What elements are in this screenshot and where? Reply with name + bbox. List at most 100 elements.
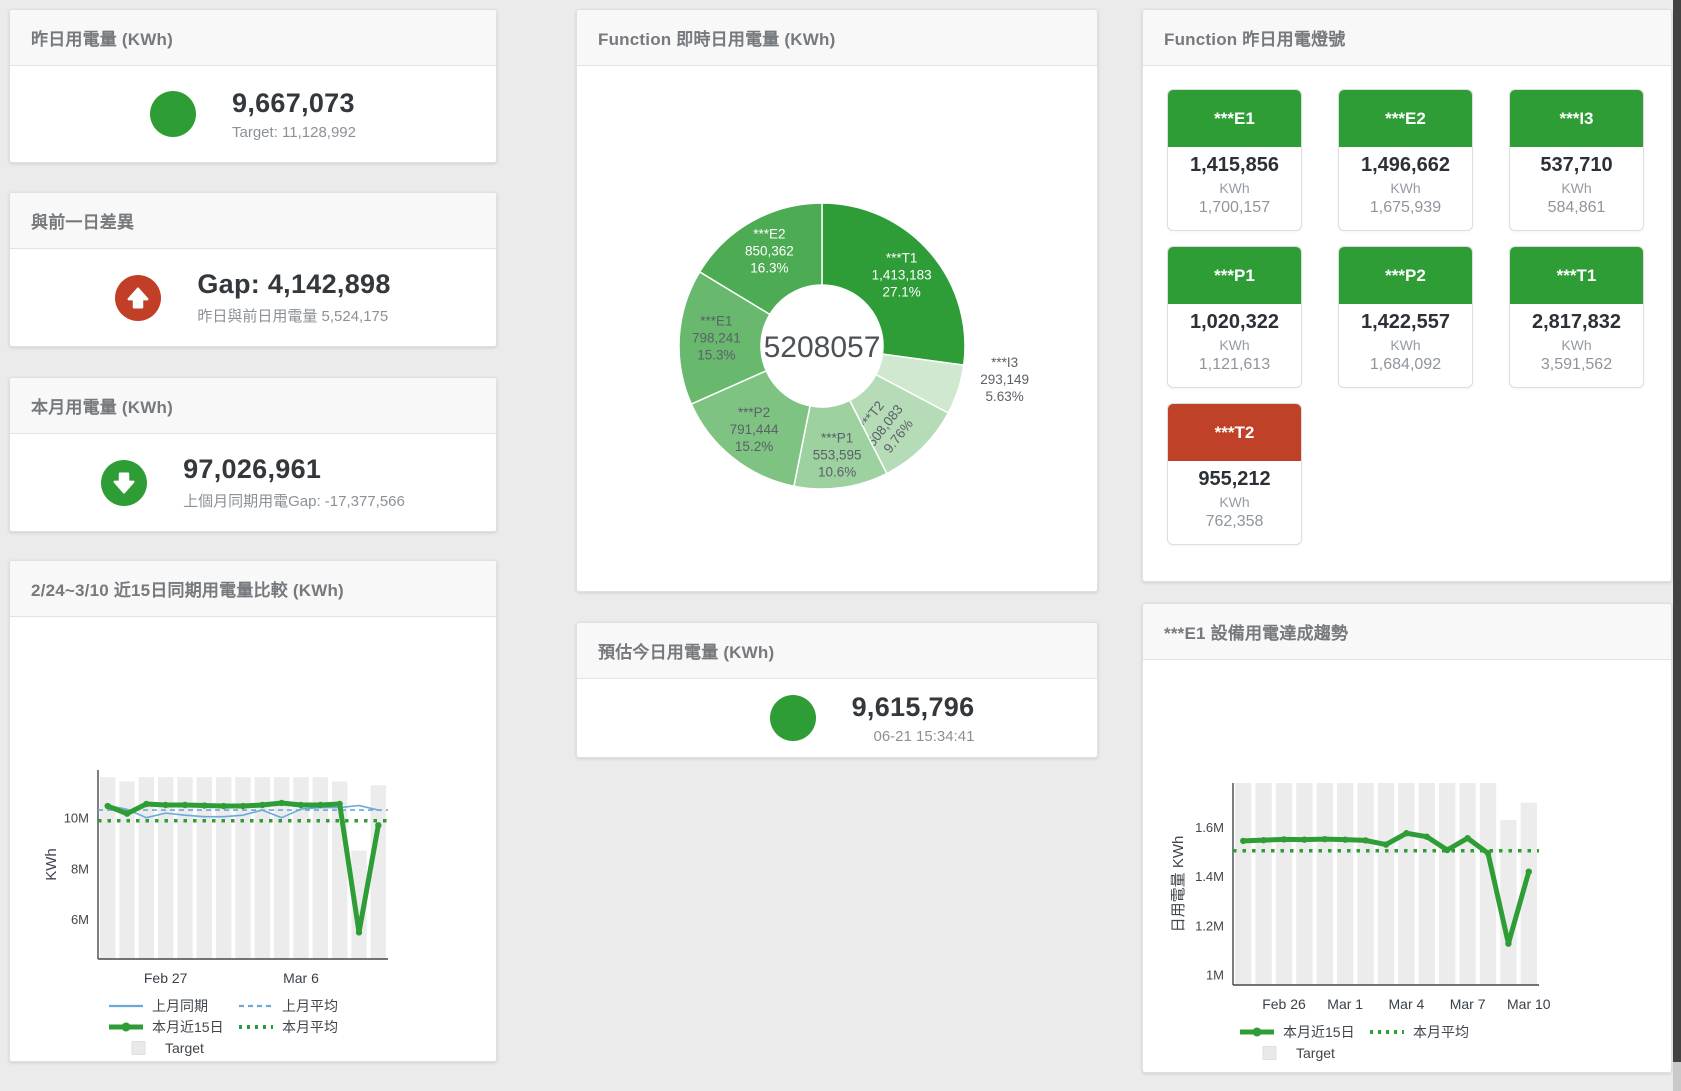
donut-slice-T1[interactable]: [821, 202, 966, 366]
y-tick-label: 1.2M: [1195, 918, 1224, 933]
tile-value: 955,212: [1198, 468, 1271, 490]
panel-title: 與前一日差異: [31, 213, 135, 232]
tile-body: 2,817,832 KWh 3,591,562: [1510, 304, 1643, 374]
legend-item-本月近15日[interactable]: 本月近15日: [108, 1017, 238, 1037]
trend-chart[interactable]: 1M 1.2M 1.4M 1.6M 日用電量 KWh Feb 26 Mar 1 Mar 4 Ma…: [1153, 777, 1583, 1023]
tile-target-value: 584,861: [1547, 199, 1606, 216]
panel-estimate-header: 預估今日用電量 (KWh): [577, 623, 1097, 679]
donut-center-total: 5208057: [764, 331, 881, 364]
target-bar: [1459, 783, 1476, 985]
panel-diff: 與前一日差異 Gap: 4,142,898 昨日與前日用電量 5,524,175: [9, 192, 497, 347]
target-bar: [312, 777, 329, 959]
tile-body: 955,212 KWh 762,358: [1168, 461, 1301, 531]
tile-value: 1,422,557: [1361, 311, 1450, 333]
gap-value: Gap: 4,142,898: [197, 269, 391, 299]
series-point: [259, 801, 266, 809]
tile-status-header: ***E2: [1339, 90, 1472, 147]
tile-body: 537,710 KWh 584,861: [1510, 147, 1643, 217]
y-axis-label: 日用電量 KWh: [1170, 836, 1187, 933]
x-tick-label: Mar 7: [1450, 996, 1486, 1012]
compare-legend: 上月同期 上月平均本月近15日 本月平均 Target: [10, 995, 496, 1058]
target-bar: [273, 777, 290, 959]
status-circle-icon: [150, 91, 196, 137]
tile-status-header: ***E1: [1168, 90, 1301, 147]
target-bar: [1296, 783, 1313, 985]
yesterday-target: Target: 11,128,992: [232, 123, 356, 141]
target-bar: [1479, 783, 1497, 985]
target-bar: [293, 777, 309, 959]
tile-target-value: 3,591,562: [1540, 356, 1613, 373]
y-tick-label: 8M: [71, 861, 89, 876]
donut-slice-label: ***P1 553,595 10.6%: [813, 431, 862, 480]
legend-item-上月同期[interactable]: 上月同期: [108, 996, 238, 1016]
series-point: [1240, 837, 1247, 845]
series-point: [162, 801, 169, 809]
legend-label: 本月平均: [1413, 1023, 1469, 1040]
series-point: [181, 801, 189, 809]
tile-T1: ***T1 2,817,832 KWh 3,591,562: [1509, 246, 1644, 388]
panel-title: 本月用電量 (KWh): [31, 398, 173, 417]
legend-label: Target: [165, 1039, 204, 1056]
tile-status-header: ***T2: [1168, 404, 1301, 461]
panel-compare-header: 2/24~3/10 近15日同期用電量比較 (KWh): [10, 561, 496, 617]
panel-compare: 2/24~3/10 近15日同期用電量比較 (KWh) 6M 8M 10M KWh Fe…: [9, 560, 497, 1062]
legend-row: Target: [1239, 1042, 1671, 1063]
target-bar: [1418, 783, 1435, 985]
tile-unit: KWh: [1561, 180, 1592, 196]
target-bar: [1235, 783, 1252, 985]
target-bar: [99, 777, 116, 959]
donut-slice-E2[interactable]: [698, 202, 823, 316]
x-tick-label: Mar 6: [283, 970, 319, 986]
legend-row: 本月近15日 本月平均: [108, 1016, 496, 1037]
tile-value: 1,415,856: [1190, 154, 1279, 176]
series-point: [297, 801, 305, 809]
series-point: [1444, 846, 1451, 854]
target-bar: [1275, 783, 1293, 985]
legend-item-本月平均[interactable]: 本月平均: [238, 1017, 368, 1037]
legend-item-本月近15日[interactable]: 本月近15日: [1239, 1022, 1369, 1042]
tile-target-value: 1,121,613: [1198, 356, 1271, 373]
tile-value: 1,496,662: [1361, 154, 1450, 176]
series-point: [1505, 940, 1512, 947]
x-tick-label: Feb 26: [1262, 996, 1306, 1012]
target-bar: [119, 781, 135, 959]
donut-slice-label: ***E1 798,241 15.3%: [692, 313, 741, 362]
donut-body: ***T1 1,413,183 27.1% ***I3 293,149 5.63% ***T…: [577, 66, 1097, 576]
series-point: [1362, 837, 1369, 844]
donut-slice-label: ***I3 293,149 5.63%: [980, 355, 1029, 404]
panel-donut: Function 即時日用電量 (KWh) ***T1 1,413,183 27.1…: [576, 9, 1098, 592]
scrollbar[interactable]: [1673, 0, 1681, 1091]
donut-chart[interactable]: ***T1 1,413,183 27.1%***I3 293,149 5.63%***T…: [577, 66, 1099, 571]
y-tick-label: 1.4M: [1195, 869, 1224, 884]
series-point: [239, 802, 247, 810]
tile-status-header: ***P2: [1339, 247, 1472, 304]
x-tick-label: Feb 27: [144, 970, 188, 986]
compare-chart-block: 6M 8M 10M KWh Feb 27 Mar 6 上月同期 上月平均 本月近15日 本月平均…: [10, 617, 496, 1058]
legend-item-Target[interactable]: Target: [108, 1040, 238, 1056]
series-point: [104, 802, 111, 810]
target-bar: [1255, 783, 1272, 985]
tile-P1: ***P1 1,020,322 KWh 1,121,613: [1167, 246, 1302, 388]
estimate-timestamp: 06-21 15:34:41: [873, 727, 975, 745]
tile-E2: ***E2 1,496,662 KWh 1,675,939: [1338, 89, 1473, 231]
panel-title: ***E1 設備用電達成趨勢: [1164, 624, 1349, 643]
legend-label: Target: [1296, 1044, 1335, 1061]
legend-item-Target[interactable]: Target: [1239, 1045, 1369, 1061]
legend-label: 上月平均: [282, 997, 338, 1014]
panel-title: 昨日用電量 (KWh): [31, 30, 173, 49]
target-bar: [1337, 783, 1354, 985]
donut-slice-label: ***E2 850,362 16.3%: [745, 227, 794, 276]
legend-item-上月平均[interactable]: 上月平均: [238, 996, 368, 1016]
target-bar: [138, 777, 155, 959]
tile-target-value: 1,700,157: [1198, 199, 1271, 216]
target-bar: [1500, 819, 1517, 985]
panel-title: Function 昨日用電燈號: [1164, 30, 1346, 49]
donut-slice-P2[interactable]: [690, 369, 811, 488]
column-right: Function 昨日用電燈號 ***E1 1,415,856 KWh 1,700,1…: [1142, 9, 1672, 1073]
trend-legend: 本月近15日 本月平均 Target: [1143, 1021, 1671, 1063]
legend-item-本月平均[interactable]: 本月平均: [1369, 1022, 1499, 1042]
compare-chart[interactable]: 6M 8M 10M KWh Feb 27 Mar 6: [34, 764, 434, 997]
scrollbar-thumb[interactable]: [1673, 0, 1681, 1062]
tile-target-value: 1,675,939: [1369, 199, 1442, 216]
